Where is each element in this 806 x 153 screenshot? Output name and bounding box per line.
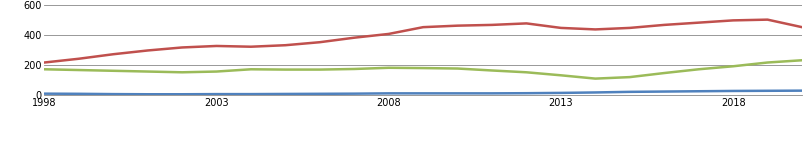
Chlamydia — [143, 50, 152, 51]
All Syphilis — [694, 90, 704, 92]
Chlamydia — [729, 19, 738, 21]
Chlamydia — [762, 19, 772, 21]
All Syphilis — [39, 93, 49, 95]
Gonorrhea — [453, 68, 463, 69]
All Syphilis — [487, 92, 496, 94]
Gonorrhea — [762, 62, 772, 63]
All Syphilis — [556, 92, 566, 94]
Chlamydia — [350, 37, 359, 39]
All Syphilis — [659, 91, 669, 92]
Chlamydia — [521, 22, 531, 24]
Gonorrhea — [625, 76, 634, 78]
Chlamydia — [280, 44, 290, 46]
Gonorrhea — [143, 71, 152, 73]
All Syphilis — [280, 93, 290, 95]
All Syphilis — [143, 93, 152, 95]
All Syphilis — [521, 92, 531, 94]
Chlamydia — [591, 28, 600, 30]
Gonorrhea — [177, 71, 187, 73]
Chlamydia — [384, 33, 393, 35]
Gonorrhea — [74, 69, 84, 71]
Chlamydia — [418, 26, 428, 28]
Gonorrhea — [521, 71, 531, 73]
Chlamydia — [453, 25, 463, 27]
Chlamydia — [659, 24, 669, 26]
Chlamydia — [556, 27, 566, 29]
Gonorrhea — [591, 78, 600, 80]
Chlamydia — [212, 45, 222, 47]
Chlamydia — [797, 26, 806, 28]
Gonorrhea — [487, 70, 496, 71]
All Syphilis — [418, 92, 428, 94]
Chlamydia — [177, 47, 187, 48]
All Syphilis — [729, 90, 738, 92]
All Syphilis — [108, 93, 118, 95]
Gonorrhea — [659, 72, 669, 74]
Line: All Syphilis: All Syphilis — [44, 91, 802, 94]
Chlamydia — [487, 24, 496, 26]
Chlamydia — [108, 53, 118, 55]
Gonorrhea — [418, 67, 428, 69]
Chlamydia — [625, 27, 634, 29]
Gonorrhea — [556, 74, 566, 76]
Gonorrhea — [797, 59, 806, 61]
Gonorrhea — [39, 68, 49, 70]
Gonorrhea — [729, 65, 738, 67]
Chlamydia — [694, 22, 704, 24]
Gonorrhea — [694, 68, 704, 70]
Chlamydia — [39, 62, 49, 63]
Gonorrhea — [280, 69, 290, 71]
All Syphilis — [797, 90, 806, 91]
Gonorrhea — [212, 71, 222, 73]
All Syphilis — [453, 92, 463, 94]
Chlamydia — [246, 46, 256, 48]
All Syphilis — [384, 92, 393, 94]
All Syphilis — [350, 93, 359, 95]
Gonorrhea — [350, 68, 359, 70]
All Syphilis — [177, 93, 187, 95]
All Syphilis — [246, 93, 256, 95]
Gonorrhea — [384, 67, 393, 69]
Chlamydia — [74, 58, 84, 60]
Line: Gonorrhea: Gonorrhea — [44, 60, 802, 79]
All Syphilis — [591, 91, 600, 93]
All Syphilis — [315, 93, 325, 95]
All Syphilis — [74, 93, 84, 95]
All Syphilis — [625, 91, 634, 93]
Gonorrhea — [246, 68, 256, 70]
Gonorrhea — [315, 69, 325, 71]
All Syphilis — [212, 93, 222, 95]
Chlamydia — [315, 41, 325, 43]
Gonorrhea — [108, 70, 118, 72]
All Syphilis — [762, 90, 772, 92]
Line: Chlamydia: Chlamydia — [44, 20, 802, 63]
